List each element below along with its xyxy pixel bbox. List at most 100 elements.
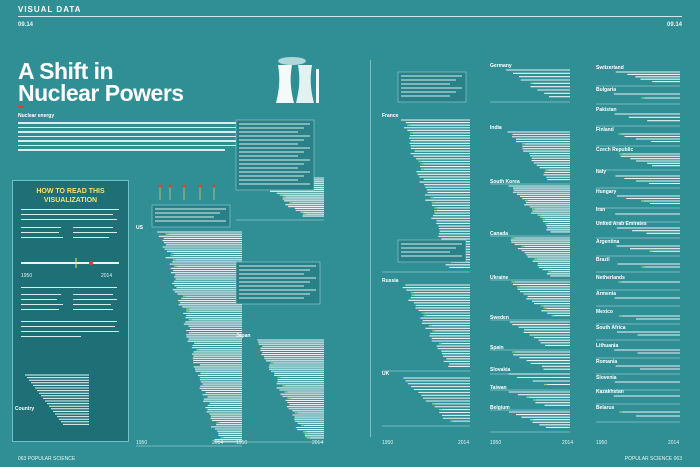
brazil-country-label: Brazil (596, 257, 610, 263)
legend-example-bar (21, 258, 119, 268)
legend-year-start: 1950 (21, 273, 33, 279)
france-reactor-start-mark (418, 160, 422, 162)
us-reactor-start-mark (186, 310, 190, 312)
event-marker-dot (198, 184, 202, 188)
event-marker-dot (182, 184, 186, 188)
hungary-reactor-start-mark (641, 200, 645, 202)
switzerland-country-label: Switzerland (596, 65, 624, 71)
france-reactor-start-mark (409, 132, 413, 134)
south-korea-reactor-start-mark (532, 208, 536, 210)
canada-country-label: Canada (490, 231, 508, 237)
russia-reactor-start-mark (410, 292, 414, 294)
belgium-country-label: Belgium (490, 405, 510, 411)
taiwan-country-label: Taiwan (490, 385, 507, 391)
bulgaria-reactor-start-mark (641, 97, 645, 99)
belarus-country-label: Belarus (596, 405, 615, 411)
intro-lead: Nuclear energy (18, 113, 55, 119)
india-country-label: India (490, 125, 502, 131)
ukraine-country-label: Ukraine (490, 275, 509, 281)
us-country-label: US (136, 225, 144, 231)
france-reactor-start-mark (431, 202, 435, 204)
us-reactor-start-mark (182, 295, 186, 297)
us-reactor-start-mark (188, 319, 192, 321)
pakistan-country-label: Pakistan (596, 107, 617, 113)
japan-reactor-start-mark (277, 376, 281, 379)
finland-country-label: Finland (596, 127, 614, 133)
annotation-callout (397, 239, 467, 263)
us-reactor-start-mark (220, 436, 224, 439)
india-reactor-start-mark (521, 143, 525, 145)
slovakia-reactor-start-mark (544, 383, 548, 386)
south-korea-reactor-start-mark (545, 222, 549, 225)
france-reactor-start-mark (434, 207, 438, 209)
us-reactor-start-mark (186, 308, 190, 310)
south-korea-country-label: South Korea (490, 179, 520, 185)
armenia-country-label: Armenia (596, 291, 616, 297)
germany-country-label: Germany (490, 63, 512, 69)
south-korea-reactor-start-mark (542, 218, 546, 220)
russia-reactor-start-mark (439, 342, 443, 345)
event-marker-dot (158, 184, 162, 188)
kazakhstan-country-label: Kazakhstan (596, 389, 624, 395)
ukraine-reactor-start-mark (540, 305, 544, 307)
japan-country-label: Japan (236, 333, 250, 339)
romania-country-label: Romania (596, 359, 617, 365)
spain-country-label: Spain (490, 345, 504, 351)
how-to-read-title: HOW TO READ THIS VISUALIZATION (36, 188, 105, 204)
ukraine-reactor-start-mark (511, 281, 515, 283)
russia-reactor-start-mark (411, 294, 415, 296)
russia-reactor-start-mark (432, 330, 436, 332)
japan-reactor-start-mark (284, 391, 288, 393)
us-reactor-start-mark (170, 254, 174, 257)
russia-reactor-start-mark (421, 312, 425, 314)
us-reactor-start-mark (196, 349, 200, 351)
axis-year-start-label: 1950 (382, 440, 393, 446)
lithuania-country-label: Lithuania (596, 343, 618, 349)
canada-reactor-start-mark (521, 245, 525, 248)
intro-paragraph: Nuclear energy (18, 113, 313, 173)
germany-reactor-start-mark (530, 82, 534, 84)
us-reactor-start-mark (216, 421, 220, 424)
argentina-country-label: Argentina (596, 239, 620, 245)
ukraine-reactor-start-mark (543, 307, 547, 309)
uk-reactor-start-mark (432, 403, 436, 405)
japan-reactor-start-mark (303, 431, 307, 433)
argentina-reactor-start-mark (649, 250, 653, 252)
axis-year-start-label: 1950 (136, 440, 147, 446)
czech-republic-reactor-start-mark (619, 153, 623, 155)
axis-year-end-label: 2014 (562, 440, 573, 446)
russia-country-label: Russia (382, 278, 399, 284)
netherlands-country-label: Netherlands (596, 275, 625, 281)
iran-country-label: Iran (596, 207, 605, 213)
japan-reactor-start-mark (282, 385, 286, 387)
ukraine-reactor-start-mark (551, 315, 555, 317)
axis-year-start-label: 1950 (596, 440, 607, 446)
slovakia-country-label: Slovakia (490, 367, 511, 373)
spain-reactor-start-mark (512, 351, 516, 353)
france-reactor-start-mark (434, 209, 438, 212)
axis-year-end-label: 2014 (212, 440, 223, 446)
czech-republic-country-label: Czech Republic (596, 147, 633, 153)
belarus-reactor-start-mark (619, 411, 623, 413)
legend-year-end: 2014 (101, 273, 113, 279)
issue-date-left: 09.14 (18, 22, 34, 28)
japan-reactor-start-mark (300, 424, 304, 427)
axis-year-end-label: 2014 (458, 440, 469, 446)
china-reactor-start-mark (289, 202, 293, 204)
section-label: VISUAL DATA (18, 5, 82, 14)
sweden-country-label: Sweden (490, 315, 509, 321)
slovenia-country-label: Slovenia (596, 375, 617, 381)
japan-reactor-start-mark (270, 362, 274, 364)
france-reactor-start-mark (430, 196, 434, 199)
mexico-reactor-start-mark (618, 315, 622, 317)
france-reactor-start-mark (420, 168, 424, 170)
axis-year-start-label: 1950 (490, 440, 501, 446)
legend-country-label: Country (15, 406, 35, 412)
china-reactor-start-mark (300, 211, 304, 213)
uk-country-label: UK (382, 371, 390, 377)
header-rule (18, 16, 682, 17)
south-korea-reactor-start-mark (525, 200, 529, 202)
china-reactor-start-mark (279, 194, 283, 196)
south-korea-reactor-start-mark (537, 214, 541, 216)
china-reactor-start-mark (282, 196, 286, 198)
